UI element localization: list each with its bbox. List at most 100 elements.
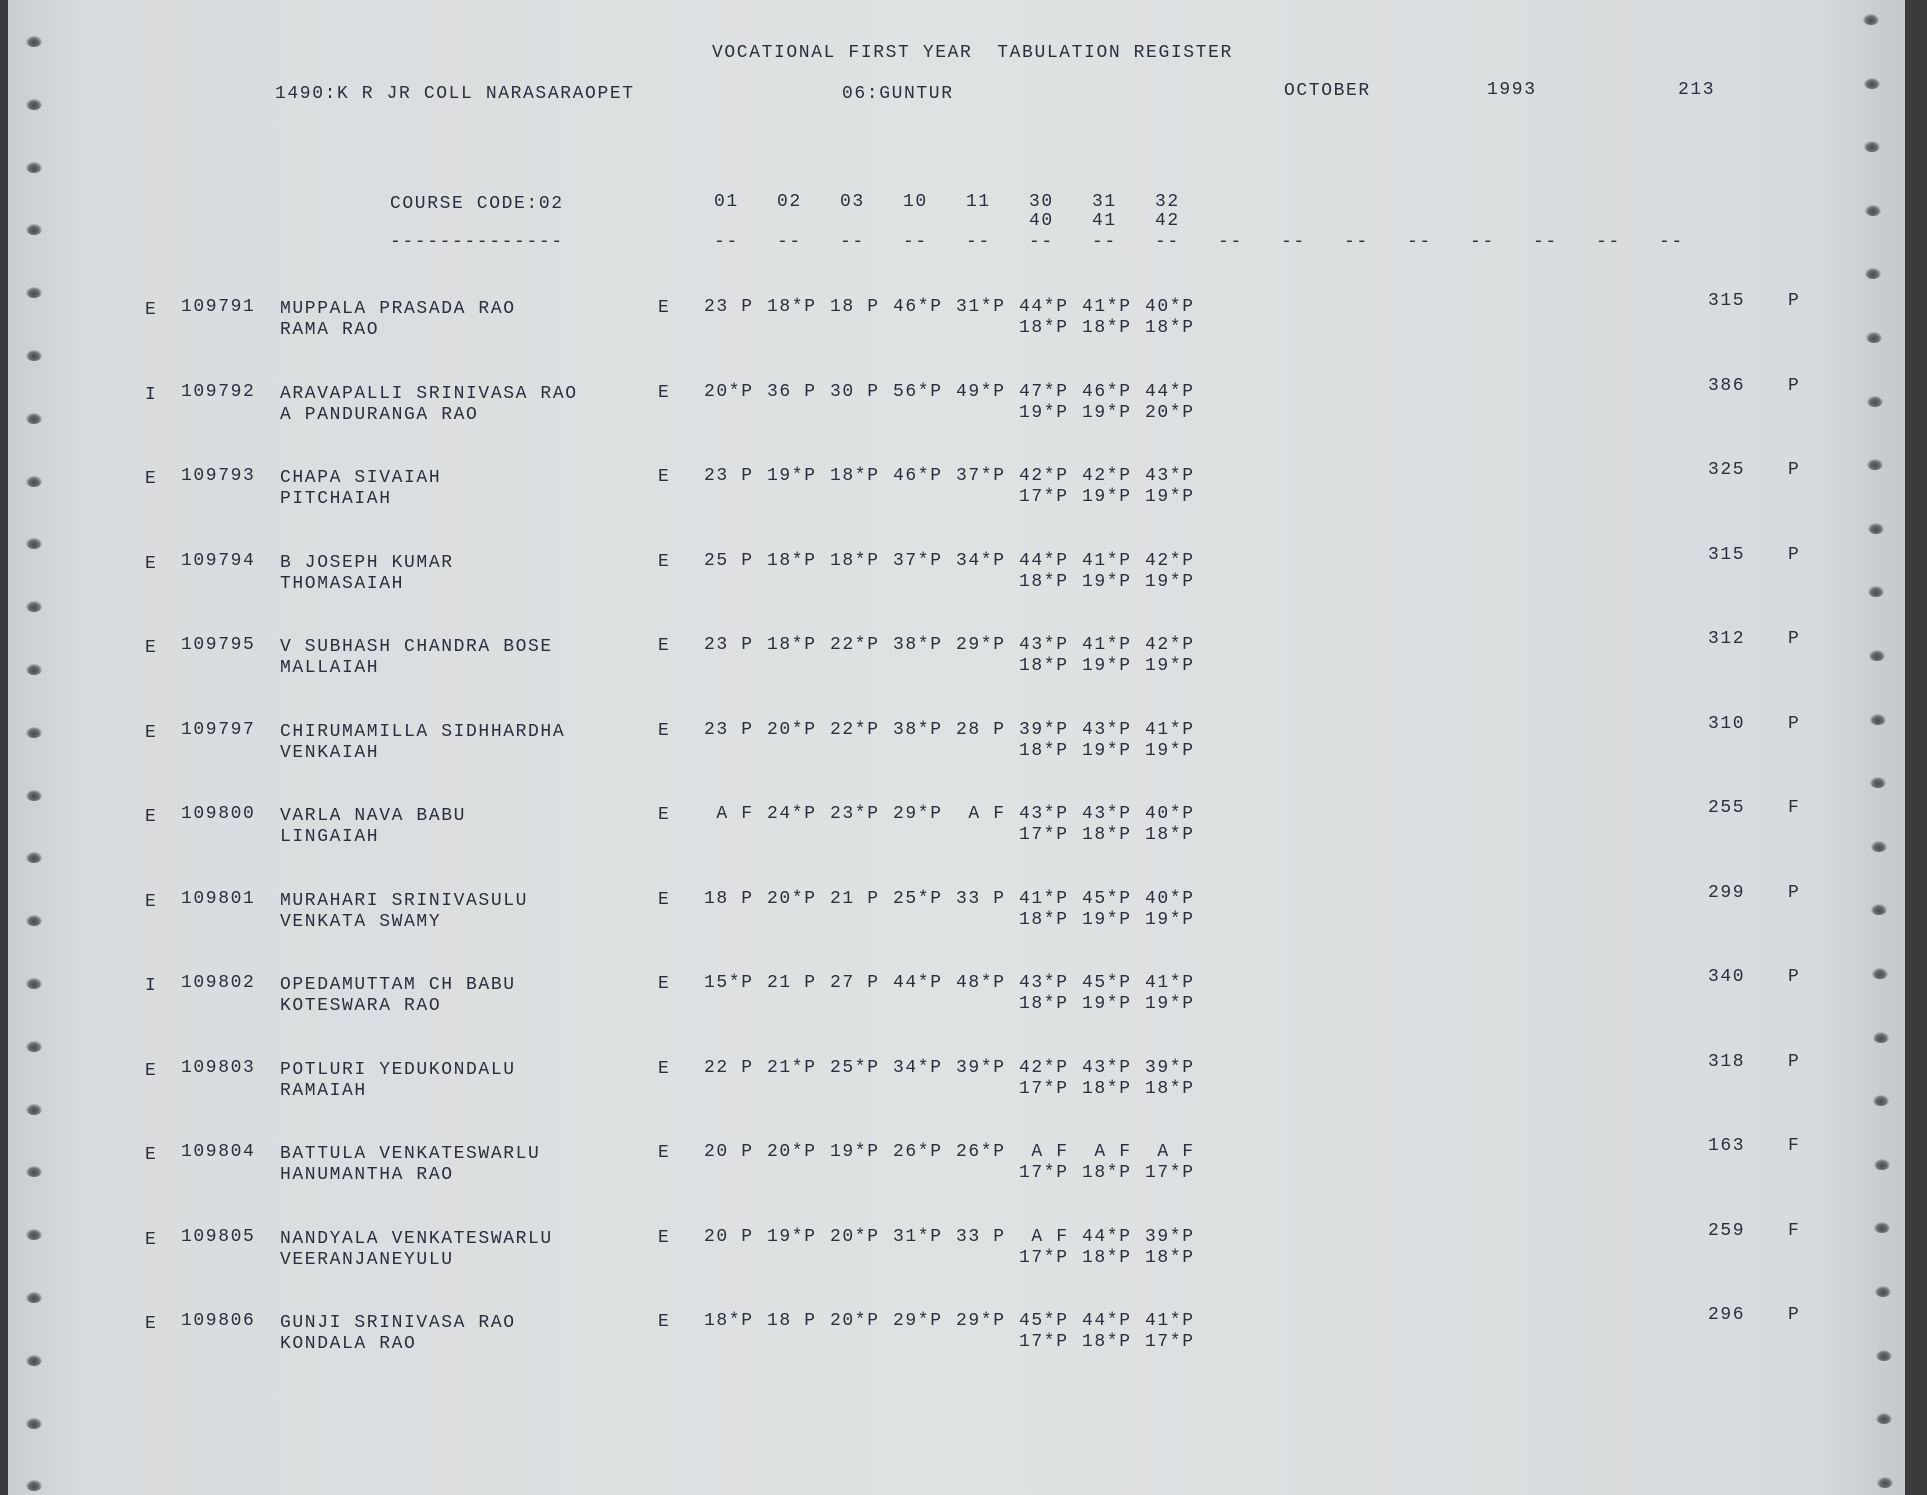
candidate-type: E xyxy=(145,1314,158,1334)
subject-mark: 38*P xyxy=(893,635,943,655)
subject-mark: 38*P xyxy=(893,719,943,740)
feed-hole-icon xyxy=(1875,1349,1892,1361)
medium: E xyxy=(658,974,671,994)
subject-mark: 23 P xyxy=(704,635,754,655)
subject-mark: 19*P xyxy=(1082,994,1132,1014)
student-name: NANDYALA VENKATESWARLU xyxy=(280,1228,553,1249)
course-code-underline: -------------- xyxy=(390,231,564,253)
tabulation-register-sheet: VOCATIONAL FIRST YEAR TABULATION REGISTE… xyxy=(8,0,1905,1495)
subject-mark: 40*P xyxy=(1145,888,1195,909)
course-code: COURSE CODE:02 xyxy=(390,193,564,215)
father-name: HANUMANTHA RAO xyxy=(280,1165,454,1185)
page-number: 213 xyxy=(1678,79,1716,101)
total-marks: 386 xyxy=(1708,375,1746,396)
feed-hole-icon xyxy=(1872,968,1888,979)
subject-mark: 19*P xyxy=(1082,487,1132,507)
total-marks: 318 xyxy=(1708,1051,1746,1072)
feed-hole-icon xyxy=(26,664,42,675)
subject-mark: 31*P xyxy=(956,297,1006,317)
subject-mark: 18*P xyxy=(767,297,817,317)
subject-mark: 39*P xyxy=(1019,719,1069,740)
subject-mark: 23 P xyxy=(704,719,754,740)
roll-number: 109806 xyxy=(181,1311,256,1331)
subject-mark: 42*P xyxy=(1145,635,1195,655)
feed-hole-icon xyxy=(26,36,42,47)
candidate-type: E xyxy=(145,722,158,743)
column-separator: -- xyxy=(1344,232,1369,252)
roll-number: 109797 xyxy=(181,719,256,740)
subject-code: 30 xyxy=(1029,192,1054,212)
medium: E xyxy=(658,720,671,741)
column-separator: -- xyxy=(1155,232,1180,252)
candidate-type: E xyxy=(145,469,158,489)
subject-mark: 18 P xyxy=(704,888,754,909)
subject-mark: 18*P xyxy=(767,550,817,571)
father-name: VENKATA SWAMY xyxy=(280,911,442,932)
medium: E xyxy=(658,805,671,825)
subject-mark: 28 P xyxy=(956,719,1006,740)
total-marks: 310 xyxy=(1708,713,1746,734)
feed-hole-icon xyxy=(1863,14,1879,25)
roll-number: 109791 xyxy=(181,297,256,317)
student-name: CHIRUMAMILLA SIDHHARDHA xyxy=(280,721,566,742)
subject-mark: 27 P xyxy=(830,973,880,993)
subject-mark: 18*P xyxy=(1019,656,1069,676)
feed-hole-icon xyxy=(26,915,42,927)
subject-mark: 23 P xyxy=(704,297,754,317)
subject-mark: A F xyxy=(1082,1142,1132,1162)
subject-mark: 19*P xyxy=(1082,740,1132,761)
subject-mark: 25*P xyxy=(830,1057,880,1078)
subject-mark: 17*P xyxy=(1019,487,1069,507)
total-marks: 340 xyxy=(1708,967,1746,987)
medium: E xyxy=(658,636,671,656)
feed-hole-icon xyxy=(1873,1158,1890,1170)
feed-hole-icon xyxy=(26,726,42,738)
feed-hole-icon xyxy=(1874,1222,1891,1234)
subject-mark: 23 P xyxy=(704,466,754,486)
feed-hole-icon xyxy=(1866,395,1883,407)
column-separator: -- xyxy=(714,232,739,252)
subject-mark: 44*P xyxy=(1082,1311,1132,1331)
total-marks: 312 xyxy=(1708,629,1746,649)
father-name: KOTESWARA RAO xyxy=(280,996,442,1016)
student-name: GUNJI SRINIVASA RAO xyxy=(280,1313,516,1333)
feed-hole-icon xyxy=(1871,904,1888,916)
subject-code: 02 xyxy=(777,192,802,212)
column-separator: -- xyxy=(1470,232,1495,252)
medium: E xyxy=(658,889,671,910)
subject-mark: 41*P xyxy=(1145,719,1195,740)
student-name: OPEDAMUTTAM CH BABU xyxy=(280,975,516,995)
result: P xyxy=(1788,713,1801,734)
father-name: LINGAIAH xyxy=(280,827,380,847)
column-separator: -- xyxy=(1596,232,1621,252)
subject-mark: 37*P xyxy=(893,550,943,571)
subject-mark: 43*P xyxy=(1019,635,1069,655)
feed-hole-icon xyxy=(1868,586,1885,598)
total-marks: 299 xyxy=(1708,882,1746,903)
subject-mark: 41*P xyxy=(1082,297,1132,317)
result: P xyxy=(1788,629,1801,649)
candidate-type: I xyxy=(145,384,158,405)
feed-hole-icon xyxy=(26,1480,42,1492)
medium: E xyxy=(658,1227,671,1248)
roll-number: 109793 xyxy=(181,466,256,486)
subject-mark: 26*P xyxy=(893,1142,943,1162)
subject-mark: 29*P xyxy=(956,635,1006,655)
subject-mark: 44*P xyxy=(1019,550,1069,571)
subject-mark: 26*P xyxy=(956,1142,1006,1162)
column-separator: -- xyxy=(840,232,865,252)
subject-mark: 20*P xyxy=(767,888,817,909)
subject-mark: 49*P xyxy=(956,381,1006,402)
subject-mark: 17*P xyxy=(1019,825,1069,845)
father-name: A PANDURANGA RAO xyxy=(280,404,479,425)
subject-mark: A F xyxy=(1019,1142,1069,1162)
father-name: VENKAIAH xyxy=(280,742,380,763)
candidate-type: E xyxy=(145,891,158,912)
subject-mark: 45*P xyxy=(1082,888,1132,909)
subject-code: 10 xyxy=(903,192,928,212)
feed-hole-icon xyxy=(26,852,42,864)
subject-mark: 40*P xyxy=(1145,804,1195,824)
candidate-type: E xyxy=(145,1145,158,1165)
subject-mark: 18*P xyxy=(830,550,880,571)
subject-code: 03 xyxy=(840,192,865,212)
